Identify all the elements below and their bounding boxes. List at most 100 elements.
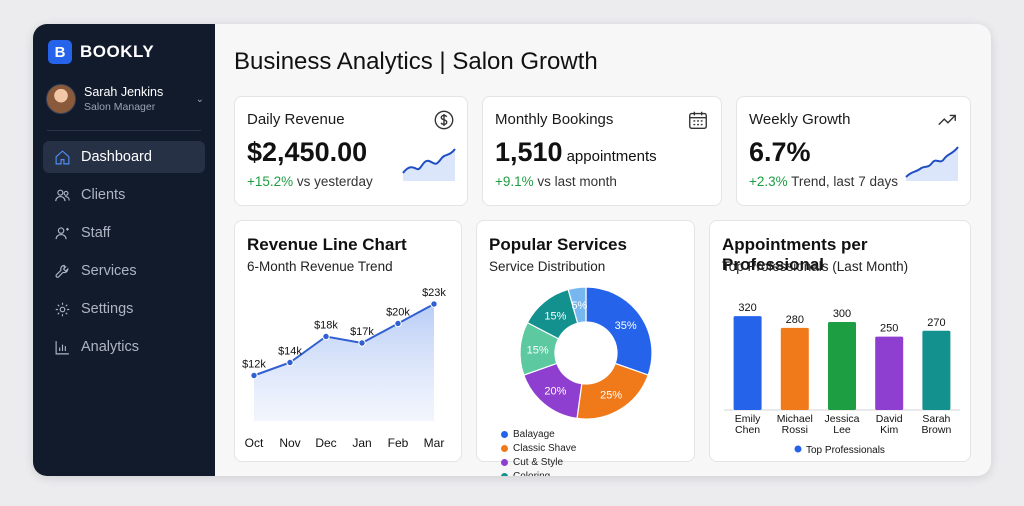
chart-title: Popular Services	[489, 235, 627, 254]
revenue-line-chart-card: Revenue Line Chart 6-Month Revenue Trend…	[234, 220, 462, 462]
wrench-icon	[53, 262, 71, 280]
x-tick-label: Chen	[735, 424, 760, 436]
slice-label: 35%	[615, 320, 637, 332]
kpi-title: Daily Revenue	[247, 111, 345, 128]
x-tick-label: Brown	[922, 424, 952, 436]
sidebar-item-services[interactable]: Services	[43, 255, 205, 287]
legend-dot	[794, 445, 802, 453]
kpi-value-number: 1,510	[495, 137, 563, 167]
dollar-icon	[433, 109, 455, 131]
legend-label: Classic Shave	[513, 442, 577, 454]
data-point	[430, 300, 438, 308]
kpi-change-value: +2.3%	[749, 174, 788, 189]
chart-subtitle: Service Distribution	[489, 259, 606, 274]
data-label: 280	[786, 314, 804, 326]
kpi-change: +9.1% vs last month	[495, 174, 617, 189]
data-label: 250	[880, 323, 898, 335]
data-label: $17k	[350, 326, 374, 338]
kpi-card-monthly-bookings[interactable]: Monthly Bookings 1,510 appointments +9.1%…	[482, 96, 722, 206]
data-label: $18k	[314, 320, 338, 332]
sidebar-item-staff[interactable]: Staff	[43, 217, 205, 249]
kpi-change-text: Trend, last 7 days	[787, 174, 898, 189]
chart-legend: Balayage Classic Shave Cut & Style Coloring	[501, 427, 681, 476]
kpi-change: +15.2% vs yesterday	[247, 174, 373, 189]
data-point	[394, 319, 402, 328]
brand[interactable]: B BOOKLY	[48, 40, 154, 64]
kpi-change: +2.3% Trend, last 7 days	[749, 174, 898, 189]
kpi-value: 1,510 appointments	[495, 137, 657, 168]
data-label: $23k	[422, 287, 446, 299]
x-tick-label: Mar	[424, 436, 445, 450]
legend-dot	[501, 458, 508, 466]
slice-label: 25%	[600, 389, 622, 401]
data-label: $20k	[386, 307, 410, 319]
calendar-icon	[687, 109, 709, 131]
sidebar-item-settings[interactable]: Settings	[43, 293, 205, 325]
divider	[47, 130, 201, 131]
home-icon	[53, 148, 71, 166]
sidebar-nav: Dashboard Clients Staff Services Setting…	[43, 141, 205, 369]
area-fill	[254, 304, 434, 421]
bar	[922, 330, 951, 410]
bar	[828, 321, 856, 410]
bar-chart-icon	[53, 338, 71, 356]
kpi-value-unit: appointments	[566, 148, 657, 165]
kpi-value: $2,450.00	[247, 137, 368, 167]
sidebar-item-clients[interactable]: Clients	[43, 179, 205, 211]
data-point	[250, 371, 258, 380]
sparkline-chart	[402, 148, 456, 181]
kpi-change-text: vs last month	[533, 174, 617, 189]
legend-item: Coloring	[501, 469, 591, 476]
legend-label: Top Professionals	[806, 445, 885, 456]
sidebar: B BOOKLY Sarah Jenkins Salon Manager ⌄ D…	[33, 24, 215, 476]
kpi-card-daily-revenue[interactable]: Daily Revenue $2,450.00 +15.2% vs yester…	[234, 96, 468, 206]
data-label: 270	[927, 317, 945, 329]
sidebar-item-dashboard[interactable]: Dashboard	[43, 141, 205, 173]
x-tick-label: Michael	[777, 413, 813, 425]
slice-label: 20%	[544, 386, 566, 398]
kpi-title: Monthly Bookings	[495, 111, 614, 128]
x-tick-label: David	[876, 413, 903, 425]
chart-subtitle: 6-Month Revenue Trend	[247, 259, 393, 274]
sidebar-item-label: Clients	[81, 187, 126, 203]
app-window: B BOOKLY Sarah Jenkins Salon Manager ⌄ D…	[33, 24, 991, 476]
x-tick-label: Kim	[880, 424, 898, 436]
page-title: Business Analytics | Salon Growth	[234, 48, 598, 75]
user-profile[interactable]: Sarah Jenkins Salon Manager ⌄	[46, 84, 204, 114]
kpi-card-weekly-growth[interactable]: Weekly Growth 6.7% +2.3% Trend, last 7 d…	[736, 96, 971, 206]
legend-item: Cut & Style	[501, 455, 579, 469]
data-label: $12k	[242, 359, 266, 371]
bar	[875, 336, 904, 410]
sparkline-chart	[905, 146, 959, 181]
kpi-change-value: +9.1%	[495, 174, 534, 189]
trend-up-icon	[936, 109, 958, 131]
users-icon	[53, 186, 71, 204]
x-tick-label: Emily	[735, 413, 761, 425]
kpi-change-value: +15.2%	[247, 174, 294, 189]
sidebar-item-analytics[interactable]: Analytics	[43, 331, 205, 363]
sidebar-item-label: Dashboard	[81, 149, 152, 165]
legend-label: Cut & Style	[513, 456, 564, 468]
slice-label: 5%	[571, 300, 587, 312]
avatar	[46, 84, 76, 114]
legend-label: Balayage	[513, 428, 555, 440]
kpi-title: Weekly Growth	[749, 111, 851, 128]
data-label: 300	[833, 308, 851, 320]
chevron-down-icon[interactable]: ⌄	[195, 93, 204, 105]
x-tick-label: Lee	[833, 424, 851, 436]
user-name: Sarah Jenkins	[84, 85, 164, 99]
x-tick-label: Dec	[315, 436, 336, 450]
chart-title: Revenue Line Chart	[247, 235, 407, 254]
slice-label: 15%	[544, 310, 566, 322]
x-tick-label: Oct	[245, 436, 264, 450]
user-role: Salon Manager	[84, 101, 156, 113]
legend-item: Balayage	[501, 427, 579, 441]
data-label: $14k	[278, 346, 302, 358]
brand-logo-icon: B	[48, 40, 72, 64]
sidebar-item-label: Services	[81, 263, 137, 279]
x-tick-label: Feb	[388, 436, 409, 450]
sidebar-item-label: Settings	[81, 301, 134, 317]
chart-subtitle: Top Professionals (Last Month)	[722, 259, 909, 274]
brand-name: BOOKLY	[80, 42, 155, 61]
